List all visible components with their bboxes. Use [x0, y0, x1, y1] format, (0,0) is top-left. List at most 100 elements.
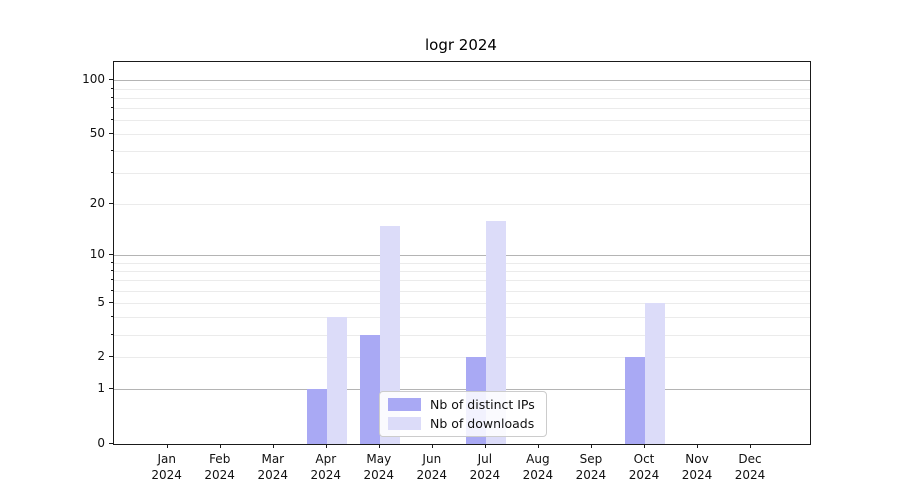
legend: Nb of distinct IPs Nb of downloads — [379, 391, 547, 437]
bar-may-downloads — [379, 225, 400, 444]
x-tick-mark — [697, 444, 698, 448]
gridline-minor — [114, 97, 810, 99]
y-minor-tick-mark — [111, 279, 113, 281]
gridline-minor — [114, 357, 810, 359]
y-tick-label: 20 — [89, 196, 105, 211]
x-tick-label-dec: Dec 2024 — [720, 451, 780, 483]
gridline-minor — [114, 108, 810, 110]
x-tick-year: 2024 — [416, 468, 448, 482]
x-tick-month: Jan — [157, 452, 176, 466]
y-minor-tick-mark — [111, 96, 113, 98]
legend-item-distinct-ips: Nb of distinct IPs — [388, 397, 538, 412]
x-tick-label-jul: Jul 2024 — [455, 451, 515, 483]
x-tick-year: 2024 — [575, 468, 607, 482]
x-tick-year: 2024 — [522, 468, 554, 482]
gridline-minor — [114, 302, 810, 304]
x-tick-year: 2024 — [628, 468, 660, 482]
x-tick-label-sep: Sep 2024 — [561, 451, 621, 483]
x-tick-label-nov: Nov 2024 — [667, 451, 727, 483]
x-tick-label-feb: Feb 2024 — [190, 451, 250, 483]
x-tick-label-jan: Jan 2024 — [137, 451, 197, 483]
legend-swatch-distinct-ips — [388, 398, 421, 411]
y-minor-tick-mark — [111, 289, 113, 291]
x-tick-year: 2024 — [310, 468, 342, 482]
x-tick-month: Sep — [579, 452, 603, 466]
gridline-minor — [114, 317, 810, 319]
x-tick-mark — [484, 444, 486, 448]
x-tick-month: Dec — [738, 452, 762, 466]
gridline-minor — [114, 270, 810, 272]
y-tick-label: 1 — [97, 381, 105, 396]
x-tick-month: Apr — [315, 452, 337, 466]
y-minor-tick-mark — [111, 356, 113, 358]
bar-oct-ips — [625, 357, 645, 444]
y-tick-label: 50 — [89, 126, 105, 141]
x-tick-year: 2024 — [257, 468, 289, 482]
x-tick-year: 2024 — [681, 468, 713, 482]
x-tick-mark — [750, 444, 751, 448]
gridline-minor — [114, 151, 810, 153]
y-minor-tick-mark — [111, 150, 113, 152]
y-tick-label: 5 — [97, 294, 105, 309]
x-tick-month: Oct — [633, 452, 655, 466]
bar-oct-downloads — [645, 302, 665, 444]
gridline-minor — [114, 173, 810, 175]
bar-jul-downloads — [485, 220, 506, 444]
y-minor-tick-mark — [111, 203, 113, 205]
gridline-minor — [114, 120, 810, 122]
x-tick-month: Jun — [422, 452, 442, 466]
legend-swatch-downloads — [388, 417, 421, 430]
y-tick-mark — [109, 254, 113, 256]
y-minor-tick-mark — [111, 333, 113, 335]
x-tick-month: Mar — [261, 452, 285, 466]
x-tick-year: 2024 — [151, 468, 182, 482]
x-tick-label-aug: Aug 2024 — [508, 451, 568, 483]
x-tick-year: 2024 — [363, 468, 395, 482]
y-minor-tick-mark — [111, 261, 113, 263]
x-tick-month: Jul — [477, 452, 493, 466]
x-tick-year: 2024 — [204, 468, 235, 482]
y-minor-tick-mark — [111, 133, 113, 135]
gridline-minor — [114, 134, 810, 136]
x-tick-month: Aug — [526, 452, 550, 466]
legend-label-distinct-ips: Nb of distinct IPs — [430, 397, 535, 412]
y-minor-tick-mark — [111, 87, 113, 89]
gridline-minor — [114, 280, 810, 282]
x-tick-label-jun: Jun 2024 — [402, 451, 462, 483]
gridline-minor — [114, 204, 810, 206]
x-tick-label-may: May 2024 — [349, 451, 409, 483]
gridline-minor — [114, 334, 810, 336]
gridline-major — [114, 80, 810, 82]
x-tick-month: Feb — [209, 452, 231, 466]
bar-may-ips — [359, 334, 380, 444]
x-tick-mark — [431, 444, 433, 448]
y-tick-label: 0 — [97, 436, 105, 450]
x-tick-mark — [219, 444, 221, 448]
y-tick-label: 100 — [82, 72, 105, 87]
x-tick-year: 2024 — [734, 468, 766, 482]
x-tick-mark — [590, 444, 592, 448]
x-tick-label-apr: Apr 2024 — [296, 451, 356, 483]
gridline-minor — [114, 290, 810, 292]
y-minor-tick-mark — [111, 269, 113, 271]
x-tick-mark — [378, 444, 380, 448]
x-tick-label-mar: Mar 2024 — [243, 451, 303, 483]
gridline-major — [114, 255, 810, 257]
y-minor-tick-mark — [111, 107, 113, 109]
y-tick-label: 10 — [89, 247, 105, 262]
y-minor-tick-mark — [111, 119, 113, 121]
legend-item-downloads: Nb of downloads — [388, 416, 538, 431]
gridline-minor — [114, 88, 810, 90]
y-tick-mark — [109, 443, 113, 444]
gridline-minor — [114, 262, 810, 264]
y-minor-tick-mark — [111, 172, 113, 174]
y-minor-tick-mark — [111, 316, 113, 318]
y-minor-tick-mark — [111, 301, 113, 303]
x-tick-mark — [644, 444, 645, 448]
x-tick-label-oct: Oct 2024 — [614, 451, 674, 483]
y-tick-mark — [109, 79, 113, 81]
x-tick-mark — [166, 444, 168, 448]
x-tick-mark — [537, 444, 539, 448]
bar-apr-downloads — [326, 317, 347, 444]
